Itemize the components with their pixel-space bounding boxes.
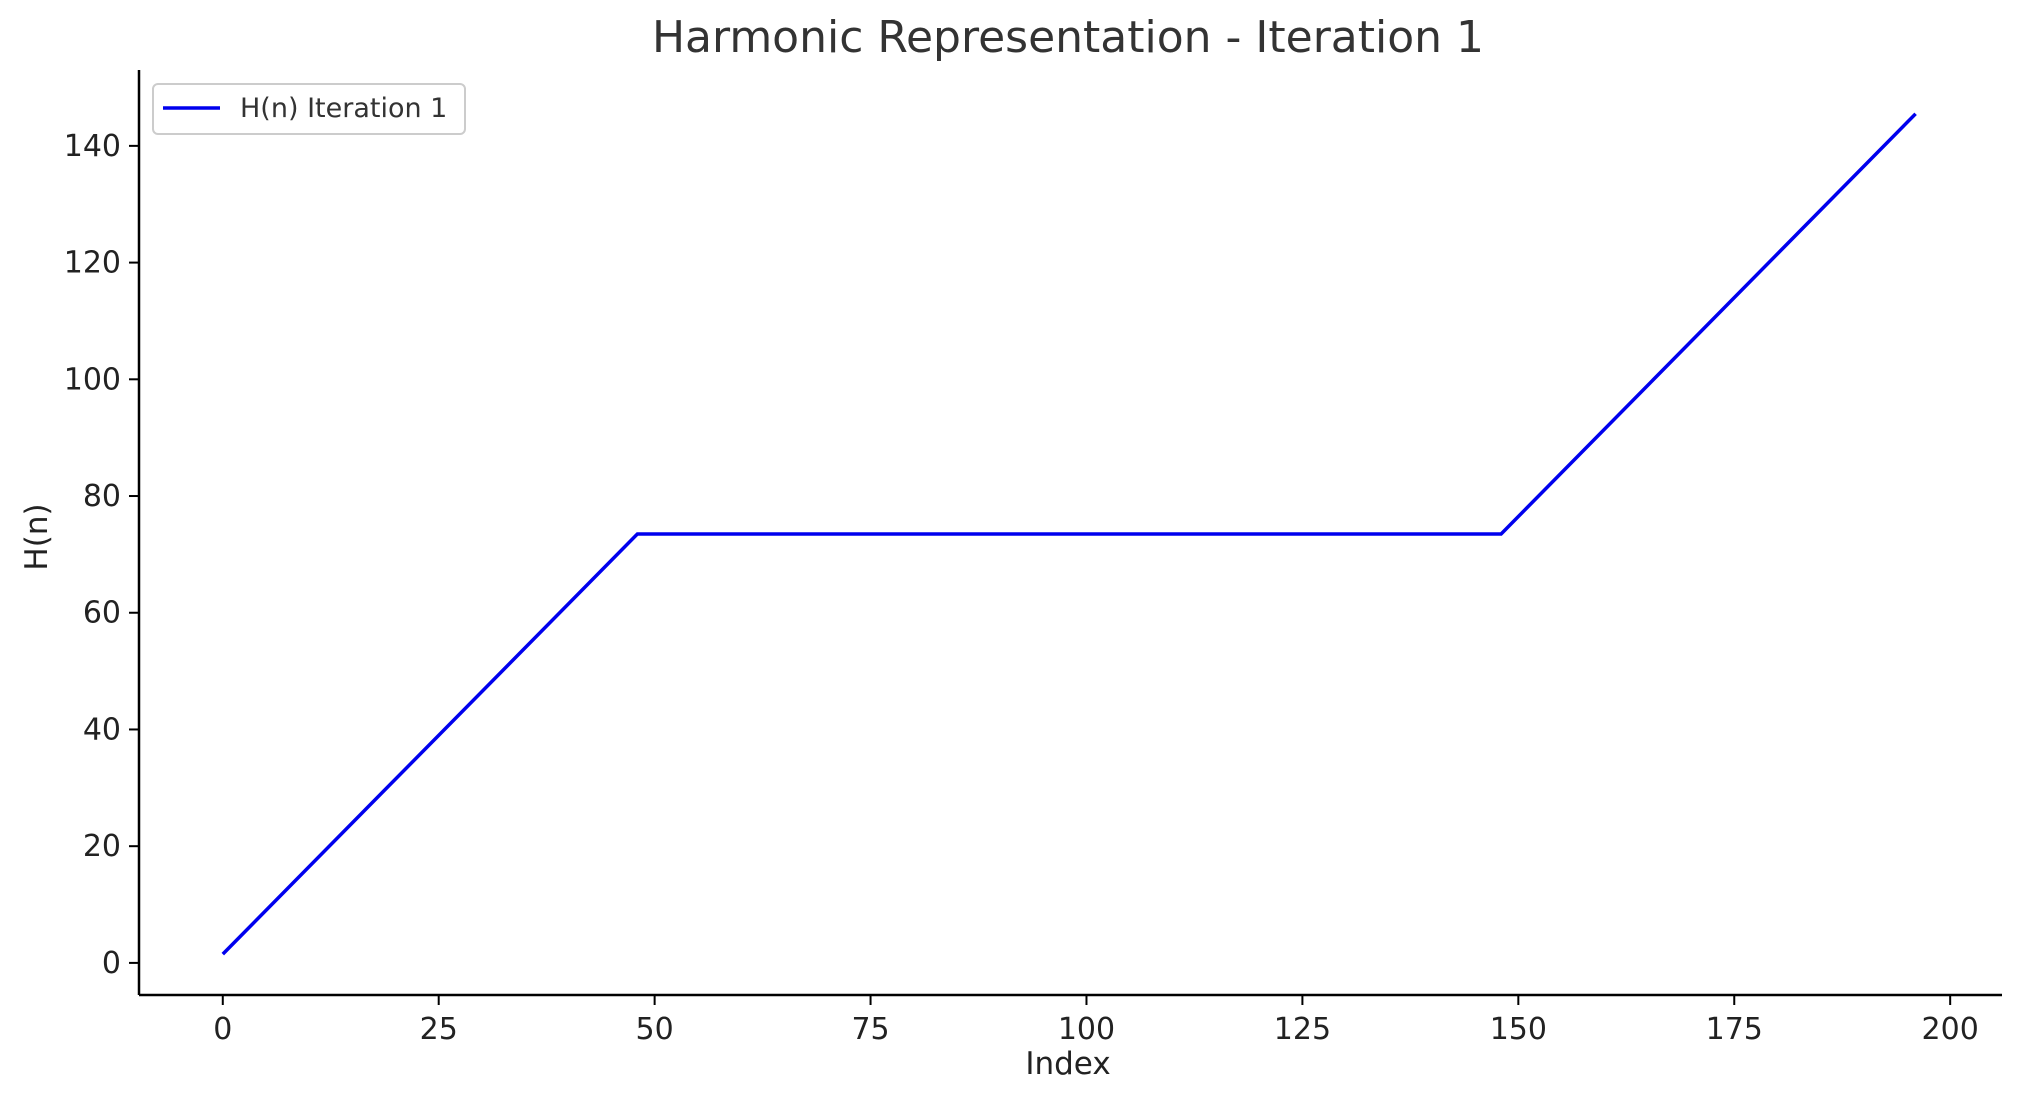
y-ticks: 0 20 40 60 80 100 120 140 (64, 129, 139, 981)
legend-label: H(n) Iteration 1 (240, 93, 447, 124)
y-tick-label: 60 (83, 596, 121, 631)
x-tick-label: 75 (851, 1012, 889, 1047)
x-tick-label: 0 (213, 1012, 232, 1047)
x-tick-label: 100 (1058, 1012, 1115, 1047)
x-tick-label: 150 (1490, 1012, 1547, 1047)
axes (137, 70, 2002, 997)
x-tick-label: 175 (1706, 1012, 1763, 1047)
y-tick-label: 100 (64, 362, 121, 397)
y-tick-label: 40 (83, 712, 121, 747)
legend: H(n) Iteration 1 (152, 83, 466, 135)
y-tick-label: 20 (83, 829, 121, 864)
series-layer (221, 112, 1917, 956)
legend-box (152, 83, 466, 135)
y-tick-label: 0 (102, 946, 121, 981)
x-tick-label: 200 (1922, 1012, 1979, 1047)
y-tick-label: 120 (64, 246, 121, 281)
x-axis-label: Index (1025, 1046, 1110, 1082)
chart-title: Harmonic Representation - Iteration 1 (652, 12, 1484, 63)
y-tick-label: 80 (83, 479, 121, 514)
x-tick-label: 125 (1274, 1012, 1331, 1047)
x-tick-label: 25 (420, 1012, 458, 1047)
y-axis-label: H(n) (19, 503, 55, 570)
y-tick-label: 140 (64, 129, 121, 164)
x-tick-label: 50 (636, 1012, 674, 1047)
x-ticks: 0 25 50 75 100 125 150 175 200 (213, 995, 1979, 1047)
series-line (221, 112, 1917, 956)
